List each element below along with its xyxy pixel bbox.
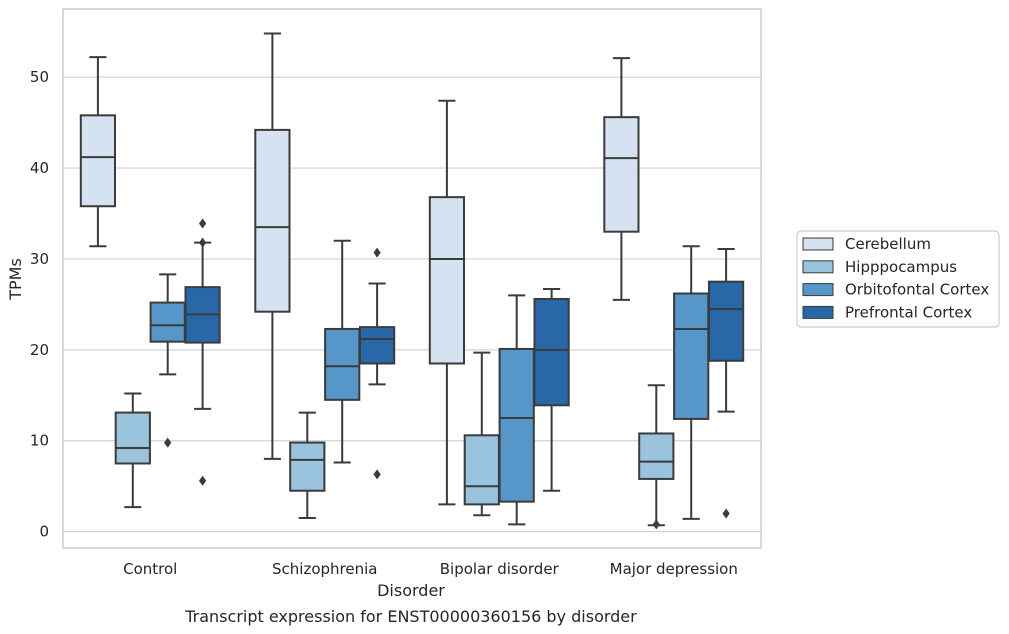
- box-iqr: [533, 297, 570, 407]
- outlier-point: [373, 247, 381, 258]
- outlier-point: [199, 237, 207, 248]
- box-group: [707, 247, 745, 519]
- box-group: [114, 392, 151, 509]
- box-group: [638, 384, 675, 530]
- box-iqr: [149, 301, 186, 343]
- legend-swatch: [802, 283, 834, 297]
- box-group: [254, 32, 291, 460]
- box-iqr: [463, 434, 500, 506]
- legend-label: Cerebellum: [845, 235, 931, 253]
- plot-frame: [62, 8, 762, 549]
- outlier-point: [722, 508, 730, 519]
- box-iqr: [498, 347, 535, 503]
- box-iqr: [707, 280, 745, 362]
- box-group: [324, 239, 361, 464]
- outlier-point: [199, 218, 207, 229]
- box-group: [79, 56, 117, 248]
- box-group: [358, 247, 396, 480]
- box-iqr: [638, 432, 675, 480]
- box-iqr: [324, 327, 361, 401]
- outlier-point: [652, 519, 660, 530]
- box-iqr: [673, 292, 710, 420]
- legend: Cerebellum Hipppocampus Orbitofontal Corte…: [796, 230, 1000, 328]
- legend-swatch: [802, 305, 834, 319]
- outlier-point: [373, 469, 381, 480]
- box-group: [184, 218, 221, 486]
- x-tick-label: Major depression: [610, 560, 738, 578]
- chart-caption: Transcript expression for ENST0000036015…: [184, 607, 637, 626]
- legend-label: Orbitofontal Cortex: [845, 281, 989, 299]
- x-axis-ticks: Control Schizophrenia Bipolar disorder Majo…: [123, 560, 738, 578]
- y-axis-label: TPMs: [6, 258, 25, 301]
- box-group: [673, 245, 710, 520]
- box-group: [149, 273, 186, 448]
- box-iqr: [358, 326, 396, 365]
- x-tick-label: Schizophrenia: [272, 560, 377, 578]
- y-tick-label: 30: [30, 250, 49, 268]
- legend-label: Hipppocampus: [845, 258, 957, 276]
- gridlines: [63, 76, 761, 533]
- outlier-point: [199, 475, 207, 486]
- outlier-point: [164, 437, 172, 448]
- y-tick-label: 0: [39, 523, 49, 541]
- box-iqr: [603, 116, 640, 233]
- box-group: [533, 287, 570, 492]
- box-iqr: [289, 441, 326, 492]
- y-axis-ticks: 0 10 20 30 40 50: [30, 68, 49, 540]
- box-plot-series: [79, 32, 745, 530]
- legend-swatch: [802, 260, 834, 274]
- legend-frame: [796, 230, 1000, 328]
- x-axis-label: Disorder: [377, 581, 445, 600]
- x-tick-label: Control: [123, 560, 177, 578]
- box-iqr: [254, 128, 291, 313]
- y-tick-label: 10: [30, 432, 49, 450]
- box-group: [463, 351, 500, 517]
- x-tick-label: Bipolar disorder: [440, 560, 560, 578]
- box-group: [428, 99, 466, 506]
- box-iqr: [79, 114, 117, 208]
- y-tick-label: 50: [30, 68, 49, 86]
- y-tick-label: 20: [30, 341, 49, 359]
- box-group: [498, 294, 535, 526]
- box-iqr: [114, 411, 151, 465]
- box-group: [289, 411, 326, 520]
- box-group: [603, 57, 640, 301]
- box-iqr: [428, 196, 466, 365]
- legend-label: Prefrontal Cortex: [845, 303, 972, 321]
- y-tick-label: 40: [30, 159, 49, 177]
- legend-swatch: [802, 237, 834, 251]
